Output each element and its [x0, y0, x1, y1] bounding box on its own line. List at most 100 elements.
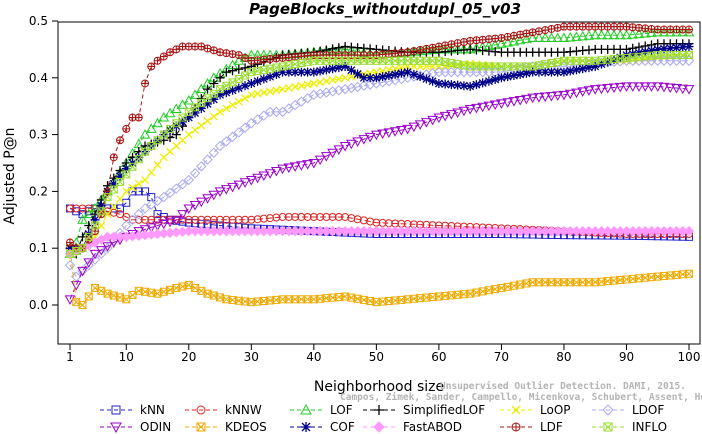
- data-point-ldf: [66, 238, 74, 247]
- data-point-cof: [378, 72, 388, 82]
- data-point-odin: [483, 101, 495, 112]
- data-point-cof: [271, 69, 281, 79]
- data-point-cof: [284, 67, 294, 77]
- data-point-ldf: [216, 48, 225, 57]
- data-point-cof: [603, 57, 613, 67]
- watermark-line-1: Unsupervised Outlier Detection. DAMI, 20…: [440, 381, 686, 392]
- data-point-cof: [515, 69, 525, 79]
- x-tick-label: 80: [556, 350, 571, 364]
- legend-item-cof: COF: [290, 420, 355, 434]
- data-point-cof: [590, 61, 600, 71]
- data-point-ldof: [214, 140, 226, 152]
- data-point-cof: [403, 67, 413, 77]
- data-point-lof: [183, 95, 195, 105]
- data-point-loop: [259, 88, 268, 97]
- data-point-odin: [664, 83, 676, 93]
- legend-item-odin: ODIN: [100, 420, 171, 434]
- data-point-lof: [639, 27, 651, 38]
- data-point-cof: [421, 74, 431, 84]
- data-point-cof: [565, 66, 575, 76]
- data-point-knnw: [216, 215, 225, 224]
- series-odin: [64, 82, 695, 305]
- data-point-odin: [683, 85, 695, 95]
- data-point-odin: [195, 197, 207, 208]
- data-point-kdeos: [84, 292, 93, 301]
- data-point-loop: [147, 168, 156, 177]
- data-point-knnw: [253, 215, 262, 224]
- data-point-cof: [340, 61, 350, 71]
- data-point-cof: [440, 79, 450, 89]
- legend-label: SimplifiedLOF: [403, 403, 485, 417]
- data-point-cof: [396, 68, 406, 78]
- data-point-ldf: [434, 42, 443, 51]
- data-point-loop: [341, 73, 350, 82]
- data-point-lof: [577, 30, 589, 41]
- data-point-odin: [239, 178, 251, 188]
- data-point-loop: [228, 101, 237, 110]
- series-line-ldof: [69, 60, 689, 278]
- legend-marker-cof: [301, 422, 311, 432]
- x-tick-label: 60: [431, 350, 446, 364]
- data-point-knnw: [328, 212, 337, 221]
- data-point-knnw: [259, 214, 268, 223]
- data-point-knnw: [341, 212, 350, 221]
- data-point-cof: [496, 73, 506, 83]
- data-point-cof: [328, 64, 338, 74]
- data-point-odin: [358, 135, 370, 145]
- data-point-kdeos: [78, 301, 87, 309]
- legend: kNN kNNW LOF SimplifiedLOF LoOP LDOF ODIN KDEOS…: [100, 403, 667, 434]
- data-point-knnw: [334, 212, 343, 221]
- data-point-odin: [95, 246, 107, 256]
- data-point-ldof: [139, 203, 151, 214]
- data-point-cof: [278, 67, 288, 77]
- legend-label: LDOF: [632, 403, 664, 417]
- data-point-cof: [309, 67, 319, 77]
- data-point-loop: [153, 160, 162, 169]
- data-point-ldof: [246, 118, 257, 129]
- data-point-cof: [196, 103, 206, 113]
- data-point-lof: [521, 33, 532, 44]
- legend-item-knnw: kNNW: [185, 403, 262, 417]
- data-point-loop: [378, 67, 387, 75]
- data-point-lof: [571, 31, 582, 41]
- data-point-inflo: [116, 177, 125, 186]
- data-point-cof: [171, 121, 181, 131]
- data-point-lof: [589, 29, 601, 40]
- data-point-inflo: [166, 124, 175, 133]
- data-point-ldof: [183, 174, 195, 186]
- data-point-loop: [278, 85, 287, 94]
- data-point-ldof: [196, 161, 207, 172]
- data-point-lof: [152, 117, 163, 128]
- data-point-ldof: [346, 82, 357, 94]
- data-point-ldf: [416, 45, 425, 54]
- data-point-ldf: [409, 47, 418, 56]
- data-point-cof: [434, 78, 444, 88]
- data-point-cof: [84, 229, 94, 239]
- data-point-ldf: [397, 48, 406, 57]
- data-point-loop: [172, 142, 181, 150]
- data-point-odin: [233, 180, 245, 191]
- data-point-knnw: [297, 212, 306, 221]
- data-point-ldof: [121, 220, 132, 231]
- data-point-cof: [546, 67, 556, 77]
- data-point-loop: [291, 82, 300, 91]
- y-tick-label: 0.3: [29, 128, 48, 142]
- data-point-simplifiedlof: [234, 64, 244, 74]
- data-point-simplifiedlof: [228, 66, 238, 76]
- data-point-cof: [459, 81, 469, 91]
- data-point-ldof: [146, 199, 157, 210]
- data-point-ldf: [159, 52, 168, 61]
- data-point-loop: [272, 86, 281, 95]
- data-point-knnw: [109, 208, 118, 217]
- data-point-knnw: [78, 204, 87, 213]
- data-point-loop: [247, 90, 256, 99]
- data-point-cof: [178, 117, 188, 127]
- data-point-cof: [96, 201, 106, 211]
- data-point-ldof: [371, 78, 382, 89]
- data-point-loop: [316, 78, 325, 87]
- data-point-lof: [614, 29, 626, 40]
- y-tick-label: 0.2: [29, 184, 48, 198]
- legend-marker-ldf: [511, 422, 521, 432]
- data-point-cof: [259, 74, 269, 84]
- data-point-lof: [608, 29, 620, 40]
